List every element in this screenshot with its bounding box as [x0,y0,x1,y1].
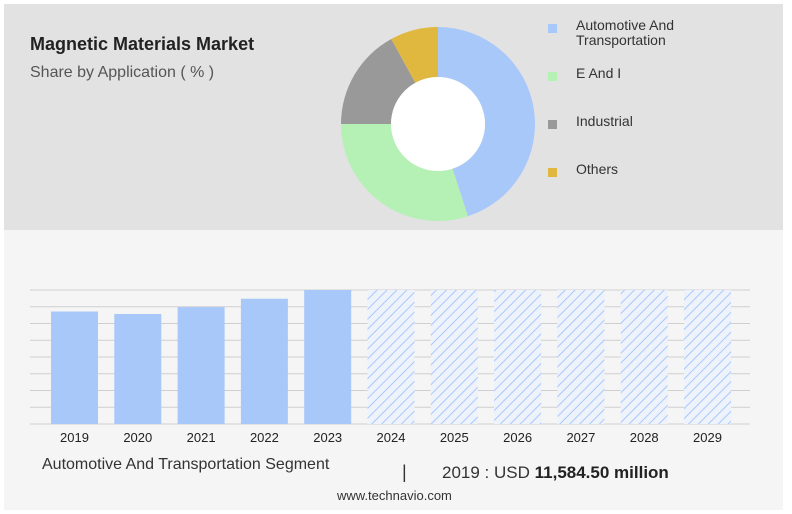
x-tick-label: 2020 [123,430,152,445]
x-tick-label: 2023 [313,430,342,445]
legend-label: Others [576,161,619,177]
x-tick-label: 2024 [377,430,406,445]
donut-slice [341,124,468,221]
x-tick-label: 2029 [693,430,722,445]
forecast-bar [684,290,731,424]
bar [177,307,225,424]
forecast-bar [494,290,542,424]
chart-title: Magnetic Materials Market [30,34,255,54]
x-tick-label: 2021 [187,430,216,445]
x-tick-label: 2022 [250,430,279,445]
bar [304,290,352,424]
donut-chart [341,27,535,221]
x-tick-label: 2025 [440,430,469,445]
donut-slice [341,38,416,124]
forecast-bar [557,290,605,424]
bar-chart: 2019 2020 2021 2022 2023 2024 2025 2026 2027 2028… [30,289,750,445]
forecast-bar [430,290,478,424]
legend-swatch [548,24,557,33]
segment-label: Automotive And Transportation Segment [42,456,330,473]
donut-slice [438,27,535,217]
forecast-bar [367,290,415,424]
x-tick-label: 2027 [566,430,595,445]
bar [114,313,162,424]
value-amount: 11,584.50 million [534,463,669,482]
legend-swatch [548,72,557,81]
x-tick-label: 2026 [503,430,532,445]
forecast-bar [620,290,668,424]
x-tick-label: 2019 [60,430,89,445]
chart-subtitle: Share by Application ( % ) [30,64,215,81]
donut-hole [391,77,485,171]
bar [51,311,98,424]
x-tick-label: 2028 [630,430,659,445]
source-site: www.technavio.com [337,488,452,503]
separator: | [402,462,407,482]
legend-label: Automotive And Transportation [576,17,675,48]
segment-value: 2019 : USD 11,584.50 million [442,463,669,483]
donut-slice [391,27,438,83]
legend-label: Industrial [576,113,633,129]
legend-swatch [548,120,557,129]
legend-swatch [548,168,557,177]
bar [240,298,288,424]
value-prefix: 2019 : USD [442,463,530,482]
legend-label: E And I [576,65,622,81]
